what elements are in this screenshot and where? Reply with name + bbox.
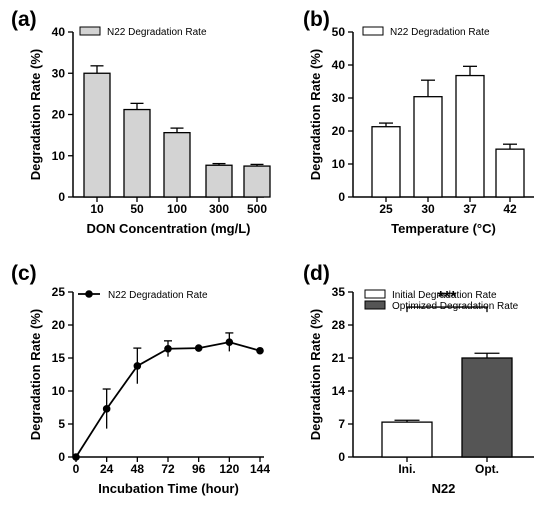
panel-label: (b) (303, 8, 330, 31)
x-tick-label: 144 (250, 462, 270, 476)
bar (83, 72, 111, 198)
legend-swatch (362, 26, 384, 36)
legend-marker (85, 290, 93, 298)
data-point (133, 362, 142, 370)
x-tick-label: 0 (73, 462, 80, 476)
y-tick-label: 20 (332, 124, 346, 138)
y-axis-title: Degradation Rate (%) (28, 49, 43, 180)
y-tick-label: 20 (52, 108, 66, 122)
legend-label: N22 Degradation Rate (108, 290, 208, 301)
data-point (72, 453, 80, 461)
y-tick-label: 7 (338, 417, 345, 431)
bar (413, 96, 443, 198)
y-axis-title: Degradation Rate (%) (308, 49, 323, 180)
x-axis-title: DON Concentration (mg/L) (87, 221, 251, 236)
y-tick-label: 5 (58, 417, 65, 431)
x-tick-label: 50 (130, 202, 144, 216)
y-tick-label: 28 (332, 318, 346, 332)
x-axis-title: Incubation Time (hour) (98, 481, 239, 496)
y-axis-title: Degradation Rate (%) (308, 309, 323, 440)
y-axis-title: Degradation Rate (%) (28, 309, 43, 440)
legend-label: Initial Degradation Rate (392, 290, 497, 301)
panel-b: (b) 0 10 20 30 40 50 Degradation Rate (%) Temper… (303, 8, 534, 236)
x-tick-label: 25 (379, 202, 393, 216)
significance-bracket (406, 306, 488, 313)
y-tick-label: 0 (58, 190, 65, 204)
legend-label: N22 Degradation Rate (390, 27, 490, 38)
x-axis-title: Temperature (°C) (391, 221, 496, 236)
legend-swatch (364, 300, 386, 310)
y-tick-label: 0 (338, 450, 345, 464)
x-tick-label: 120 (219, 462, 239, 476)
bar (495, 148, 525, 198)
y-tick-label: 50 (332, 25, 346, 39)
y-tick-label: 21 (332, 351, 346, 365)
x-tick-label: 72 (161, 462, 175, 476)
panel-a: (a) 0 10 20 30 40 Degradation Rate (%) DON Conc… (11, 8, 271, 236)
panel-label: (c) (11, 262, 37, 285)
bar (123, 108, 151, 198)
y-tick-label: 10 (332, 157, 346, 171)
series-line (75, 341, 261, 458)
y-tick-label: 30 (332, 91, 346, 105)
y-tick-label: 14 (332, 384, 346, 398)
legend-swatch (79, 26, 101, 36)
x-tick-label: 42 (503, 202, 517, 216)
x-tick-label: 24 (100, 462, 114, 476)
bar (243, 165, 271, 198)
y-tick-label: 15 (52, 351, 66, 365)
x-tick-label: 300 (209, 202, 229, 216)
x-tick-label: Opt. (475, 462, 499, 476)
x-axis-title: N22 (432, 481, 456, 496)
bar (371, 126, 401, 198)
x-tick-label: 30 (421, 202, 435, 216)
panel-c: (c) 0 5 10 15 20 25 Degradation Rate (%) Incubat… (11, 262, 270, 496)
x-tick-label: 500 (247, 202, 267, 216)
y-tick-label: 25 (52, 285, 66, 299)
y-tick-label: 20 (52, 318, 66, 332)
panel-d: (d) 0 7 14 21 28 35 Degradation Rate (%) N22 Ini.… (303, 262, 534, 496)
y-tick-label: 0 (338, 190, 345, 204)
x-tick-label: 10 (90, 202, 104, 216)
x-tick-label: 48 (131, 462, 145, 476)
data-point (102, 405, 111, 413)
y-tick-label: 40 (52, 25, 66, 39)
significance-label: *** (438, 289, 457, 306)
bar (381, 421, 433, 458)
x-tick-label: 37 (463, 202, 477, 216)
x-tick-label: 100 (167, 202, 187, 216)
data-point (194, 344, 203, 352)
y-tick-label: 10 (52, 384, 66, 398)
y-tick-label: 0 (58, 450, 65, 464)
bar (455, 74, 485, 198)
legend-swatch (364, 289, 386, 299)
bar (205, 164, 233, 198)
x-tick-label: 96 (192, 462, 206, 476)
data-point (164, 344, 172, 353)
y-tick-label: 30 (52, 66, 66, 80)
panel-label: (d) (303, 262, 330, 285)
bar (163, 131, 191, 198)
data-point (225, 338, 234, 346)
y-tick-label: 10 (52, 149, 66, 163)
panel-label: (a) (11, 8, 37, 31)
data-point (256, 346, 264, 355)
x-tick-label: Ini. (398, 462, 415, 476)
bar (461, 357, 513, 458)
y-tick-label: 40 (332, 58, 346, 72)
legend-label: N22 Degradation Rate (107, 27, 207, 38)
y-tick-label: 35 (332, 285, 346, 299)
